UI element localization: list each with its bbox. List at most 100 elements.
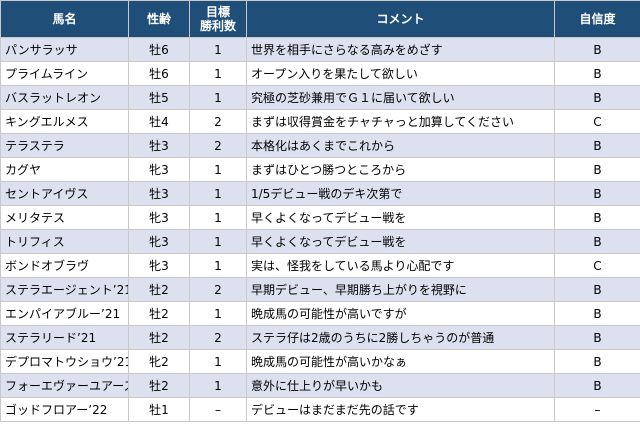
target-wins-cell: 2 [189, 133, 247, 158]
horse-name-cell: セントアイヴス [0, 181, 129, 206]
comment-cell: 1/5デビュー戦のデキ次第で [246, 181, 555, 206]
sex-age-cell: 牝3 [128, 157, 190, 182]
sex-age-cell: 牡2 [128, 325, 190, 350]
confidence-cell: B [554, 85, 640, 110]
target-wins-cell: 1 [189, 157, 247, 182]
horse-name-cell: フォーエヴァーユアーズ’21 [0, 373, 129, 398]
sex-age-cell: 牝3 [128, 205, 190, 230]
confidence-cell: C [554, 253, 640, 278]
target-wins-cell: 1 [189, 181, 247, 206]
table-row: トリフィス 牝3 1 早くよくなってデビュー戦を B [0, 229, 640, 254]
table-row: デプロマトウショウ’21 牝2 1 晩成馬の可能性が高いかなぁ B [0, 349, 640, 374]
horse-name-cell: キングエルメス [0, 109, 129, 134]
comment-cell: 早期デビュー、早期勝ち上がりを視野に [246, 277, 555, 302]
table-row: パンサラッサ 牡6 1 世界を相手にさらなる高みをめざす B [0, 37, 640, 62]
confidence-cell: B [554, 325, 640, 350]
comment-cell: ステラ仔は2歳のうちに2勝しちゃうのが普通 [246, 325, 555, 350]
sex-age-cell: 牡4 [128, 109, 190, 134]
comment-cell: 実は、怪我をしている馬より心配です [246, 253, 555, 278]
horse-name-cell: デプロマトウショウ’21 [0, 349, 129, 374]
comment-cell: 早くよくなってデビュー戦を [246, 229, 555, 254]
table-row: エンパイアブルー’21 牡2 1 晩成馬の可能性が高いですが B [0, 301, 640, 326]
sex-age-cell: 牡3 [128, 181, 190, 206]
comment-cell: まずは収得賞金をチャチャっと加算してください [246, 109, 555, 134]
table-row: ステラリード’21 牡2 2 ステラ仔は2歳のうちに2勝しちゃうのが普通 B [0, 325, 640, 350]
confidence-cell: B [554, 205, 640, 230]
horse-name-cell: テラステラ [0, 133, 129, 158]
confidence-cell: C [554, 109, 640, 134]
comment-cell: 意外に仕上りが早いかも [246, 373, 555, 398]
horse-name-cell: カグヤ [0, 157, 129, 182]
sex-age-cell: 牡2 [128, 301, 190, 326]
comment-cell: オープン入りを果たして欲しい [246, 61, 555, 86]
sex-age-cell: 牡6 [128, 37, 190, 62]
table-row: ステラエージェント’21 牡2 2 早期デビュー、早期勝ち上がりを視野に B [0, 277, 640, 302]
confidence-cell: – [554, 397, 640, 422]
comment-cell: 晩成馬の可能性が高いかなぁ [246, 349, 555, 374]
horse-name-cell: ステラリード’21 [0, 325, 129, 350]
header-target-line2: 勝利数 [199, 19, 236, 33]
confidence-cell: B [554, 133, 640, 158]
horse-name-cell: メリタテス [0, 205, 129, 230]
comment-cell: まずはひとつ勝つところから [246, 157, 555, 182]
confidence-cell: B [554, 373, 640, 398]
confidence-cell: B [554, 61, 640, 86]
table-row: ボンドオブラヴ 牝3 1 実は、怪我をしている馬より心配です C [0, 253, 640, 278]
sex-age-cell: 牝3 [128, 229, 190, 254]
sex-age-cell: 牝3 [128, 253, 190, 278]
confidence-cell: B [554, 181, 640, 206]
horse-name-cell: エンパイアブルー’21 [0, 301, 129, 326]
target-wins-cell: 2 [189, 109, 247, 134]
target-wins-cell: 1 [189, 373, 247, 398]
sex-age-cell: 牝2 [128, 349, 190, 374]
horse-name-cell: トリフィス [0, 229, 129, 254]
target-wins-cell: 1 [189, 85, 247, 110]
table-row: プライムライン 牡6 1 オープン入りを果たして欲しい B [0, 61, 640, 86]
sex-age-cell: 牡6 [128, 61, 190, 86]
target-wins-cell: 1 [189, 37, 247, 62]
header-name: 馬名 [0, 0, 129, 38]
target-wins-cell: 1 [189, 205, 247, 230]
confidence-cell: B [554, 349, 640, 374]
target-wins-cell: 1 [189, 301, 247, 326]
horse-name-cell: ゴッドフロアー’22 [0, 397, 129, 422]
target-wins-cell: 1 [189, 61, 247, 86]
comment-cell: 早くよくなってデビュー戦を [246, 205, 555, 230]
target-wins-cell: 2 [189, 325, 247, 350]
target-wins-cell: 2 [189, 277, 247, 302]
sex-age-cell: 牡2 [128, 277, 190, 302]
header-comment: コメント [246, 0, 555, 38]
table-row: メリタテス 牝3 1 早くよくなってデビュー戦を B [0, 205, 640, 230]
target-wins-cell: 1 [189, 349, 247, 374]
header-sex-age: 性齢 [128, 0, 190, 38]
table-row: キングエルメス 牡4 2 まずは収得賞金をチャチャっと加算してください C [0, 109, 640, 134]
sex-age-cell: 牡3 [128, 133, 190, 158]
horse-name-cell: プライムライン [0, 61, 129, 86]
comment-cell: 晩成馬の可能性が高いですが [246, 301, 555, 326]
sex-age-cell: 牡5 [128, 85, 190, 110]
confidence-cell: B [554, 229, 640, 254]
header-target-wins: 目標 勝利数 [189, 0, 247, 38]
sex-age-cell: 牡1 [128, 397, 190, 422]
table-row: カグヤ 牝3 1 まずはひとつ勝つところから B [0, 157, 640, 182]
sex-age-cell: 牡2 [128, 373, 190, 398]
comment-cell: 本格化はあくまでこれから [246, 133, 555, 158]
header-confidence: 自信度 [554, 0, 640, 38]
table-row: テラステラ 牡3 2 本格化はあくまでこれから B [0, 133, 640, 158]
table-row: バスラットレオン 牡5 1 究極の芝砂兼用でＧ１に届いて欲しい B [0, 85, 640, 110]
table-body: パンサラッサ 牡6 1 世界を相手にさらなる高みをめざす B プライムライン 牡6 1 オープン… [0, 37, 640, 422]
comment-cell: デビューはまだまだ先の話です [246, 397, 555, 422]
header-target-line1: 目標 [205, 5, 230, 19]
horse-name-cell: パンサラッサ [0, 37, 129, 62]
target-wins-cell: – [189, 397, 247, 422]
comment-cell: 世界を相手にさらなる高みをめざす [246, 37, 555, 62]
comment-cell: 究極の芝砂兼用でＧ１に届いて欲しい [246, 85, 555, 110]
target-wins-cell: 1 [189, 253, 247, 278]
table-row: ゴッドフロアー’22 牡1– デビューはまだまだ先の話です – [0, 397, 640, 422]
horse-name-cell: ステラエージェント’21 [0, 277, 129, 302]
horse-name-cell: バスラットレオン [0, 85, 129, 110]
table-row: フォーエヴァーユアーズ’21牡21意外に仕上りが早いかもB [0, 373, 640, 398]
confidence-cell: B [554, 277, 640, 302]
table-row: セントアイヴス 牡3 1 1/5デビュー戦のデキ次第で B [0, 181, 640, 206]
